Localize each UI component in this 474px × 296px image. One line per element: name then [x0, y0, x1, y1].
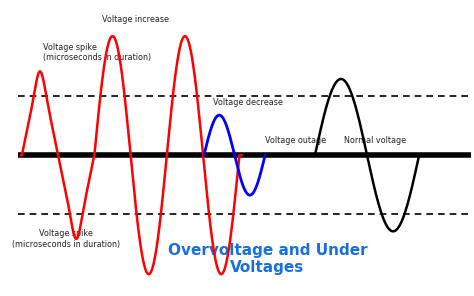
Text: Voltage increase: Voltage increase	[102, 15, 169, 24]
Text: Overvoltage and Under
Voltages: Overvoltage and Under Voltages	[168, 243, 367, 275]
Text: Voltage spike
(microseconds in duration): Voltage spike (microseconds in duration)	[12, 229, 120, 249]
Text: Voltage decrease: Voltage decrease	[213, 98, 283, 107]
Text: Normal voltage: Normal voltage	[345, 136, 407, 145]
Text: Voltage spike
(microseconds in duration): Voltage spike (microseconds in duration)	[43, 43, 151, 62]
Text: Voltage outage: Voltage outage	[265, 136, 326, 145]
